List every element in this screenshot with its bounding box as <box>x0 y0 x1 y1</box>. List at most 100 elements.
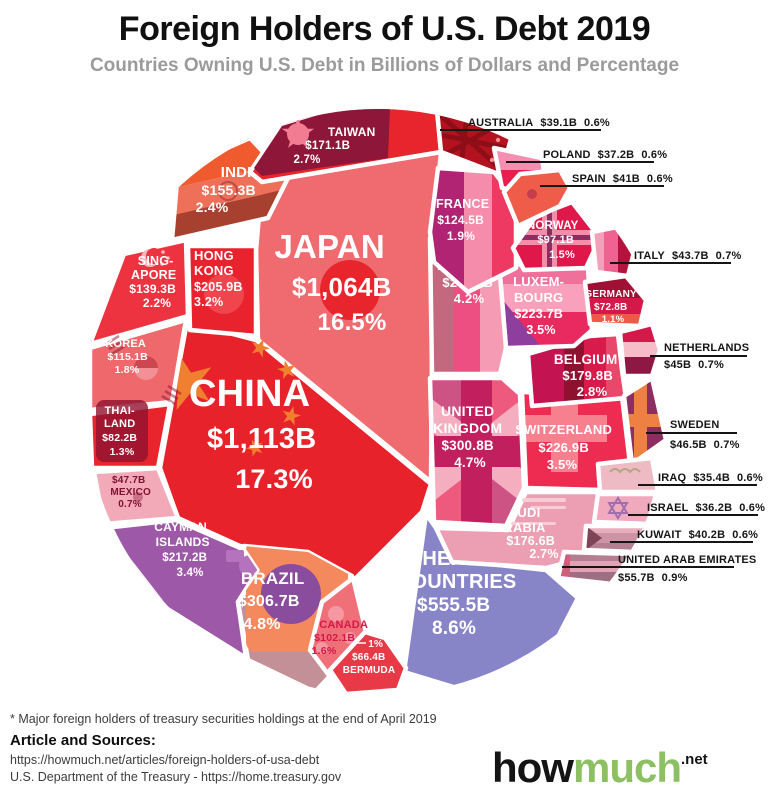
callout-spain: SPAIN $41B 0.6% <box>540 173 673 187</box>
spain-name: SPAIN <box>572 173 606 185</box>
sweden-region <box>621 375 669 467</box>
sweden-pct: 0.7% <box>714 439 740 451</box>
cell-hong-kong: HONG KONG $205.9B 3.2% <box>185 243 259 339</box>
spain-pct: 0.6% <box>647 173 673 185</box>
hong-kong-name-2: KONG <box>194 263 234 278</box>
iraq-pct: 0.6% <box>737 472 763 484</box>
italy-name: ITALY <box>634 250 665 262</box>
uk-value: $300.8B <box>441 438 493 453</box>
france-pct: 1.9% <box>447 229 475 243</box>
taiwan-sun-icon <box>281 117 315 148</box>
saudi-value: $176.6B <box>506 534 555 548</box>
cell-china: CHINA $1,113B 17.3% <box>152 319 434 585</box>
uae-callout-name: UNITED ARAB EMIRATES <box>618 554 756 566</box>
cell-singapore: SING- APORE $139.3B 2.2% <box>87 237 191 347</box>
howmuch-logo: howmuch.net <box>492 744 708 792</box>
thailand-label: THAI- LAND $82.2B 1.3% <box>102 401 142 458</box>
france-value: $124.5B <box>437 213 484 227</box>
switzerland-pct: 3.5% <box>547 457 578 472</box>
korea-value: $115.1B <box>107 351 148 363</box>
cayman-islands-label: CAYMAN ISLANDS $217.2B 3.4% <box>154 518 214 579</box>
cell-united-kingdom: UNITED KINGDOM $300.8B 4.7% <box>427 375 527 529</box>
singapore-value: $139.3B <box>129 282 176 296</box>
header: Foreign Holders of U.S. Debt 2019 Countr… <box>0 0 769 77</box>
iraq-value: $35.4B <box>693 472 730 484</box>
mexico-value: $47.7B <box>112 475 145 486</box>
iraq-script-icon <box>609 468 641 474</box>
callout-israel: ISRAEL $36.2B 0.6% <box>628 502 765 516</box>
germany-pct: 1.1% <box>602 314 625 325</box>
cayman-pct: 3.4% <box>176 567 203 579</box>
uk-pct: 4.7% <box>454 455 486 470</box>
kuwait-value: $40.2B <box>689 529 726 541</box>
taiwan-name: TAIWAN <box>328 125 376 139</box>
iraq-name: IRAQ <box>658 472 687 484</box>
sweden-name: SWEDEN <box>670 419 719 431</box>
thailand-name-2: LAND <box>104 418 135 430</box>
mexico-pct: 0.7% <box>118 499 142 510</box>
cell-sweden <box>621 375 669 467</box>
taiwan-pct: 2.7% <box>293 154 320 166</box>
japan-name: JAPAN <box>274 228 384 265</box>
switzerland-value: $226.9B <box>538 440 589 455</box>
cell-belgium: BELGIUM $179.8B 2.8% <box>525 331 629 409</box>
cell-germany: GERMANY $72.8B 1.1% <box>582 273 649 329</box>
luxembourg-value: $223.7B <box>514 307 563 321</box>
cell-netherlands <box>617 321 663 379</box>
australia-name: AUSTRALIA <box>468 117 533 129</box>
luxembourg-label: LUXEM- BOURG $223.7B 3.5% <box>513 273 569 337</box>
hong-kong-name-1: HONG <box>194 248 234 263</box>
germany-name: GERMANY <box>584 289 637 300</box>
sources-heading: Article and Sources: <box>10 732 156 749</box>
brazil-label: BRAZIL $306.7B 4.8% <box>238 569 309 633</box>
callout-sweden: SWEDEN $46.5B 0.7% <box>646 419 740 451</box>
cell-korea: KOREA $115.1B 1.8% <box>87 317 189 413</box>
switzerland-label: SWITZERLAND $226.9B 3.5% <box>515 421 616 472</box>
belgium-name: BELGIUM <box>554 352 618 367</box>
cayman-name-1: CAYMAN <box>154 520 207 534</box>
france-name: FRANCE <box>436 197 489 211</box>
luxembourg-name-2: BOURG <box>514 290 563 305</box>
belgium-flag-icon <box>528 334 626 406</box>
australia-pct: 0.6% <box>584 117 610 129</box>
cell-italy <box>589 223 637 279</box>
singapore-crescent-icon <box>141 248 170 267</box>
japan-flag-icon <box>320 260 380 320</box>
bermuda-value: $66.4B <box>352 652 385 663</box>
source-link-treasury: U.S. Department of the Treasury - https:… <box>10 770 342 784</box>
kuwait-flag-icon <box>584 526 646 552</box>
spain-callout-label: SPAIN $41B 0.6% <box>572 173 673 185</box>
thailand-name-1: THAI- <box>105 405 135 417</box>
bermuda-label: 1% $66.4B BERMUDA <box>343 634 396 676</box>
taiwan-flag-canton <box>254 109 390 176</box>
cell-taiwan: TAIWAN $171.1B 2.7% <box>247 109 444 185</box>
japan-pct: 16.5% <box>317 309 386 336</box>
iraq-region <box>595 455 661 495</box>
netherlands-pct: 0.7% <box>698 359 724 371</box>
kuwait-name: KUWAIT <box>637 529 682 541</box>
netherlands-callout-name: NETHERLANDS <box>664 342 749 354</box>
footnote: * Major foreign holders of treasury secu… <box>10 712 437 726</box>
germany-region <box>582 273 649 329</box>
cayman-name-2: ISLANDS <box>156 535 210 549</box>
uk-name-1: UNITED <box>441 403 494 419</box>
israel-name: ISRAEL <box>647 502 689 514</box>
canada-pct: 1.6% <box>312 645 337 657</box>
israel-value: $36.2B <box>696 502 733 514</box>
sweden-callout-value: $46.5B 0.7% <box>670 439 740 451</box>
mexico-eagle-icon <box>133 492 143 502</box>
cell-saudi-arabia: SAUDI ARABIA $176.6B 2.7% <box>433 489 603 571</box>
taiwan-label: TAIWAN $171.1B 2.7% <box>293 123 380 166</box>
callout-australia: AUSTRALIA $39.1B 0.6% <box>440 117 610 131</box>
israel-star-icon <box>607 496 629 520</box>
saudi-pct: 2.7% <box>529 547 558 561</box>
taiwan-value: $171.1B <box>305 140 350 152</box>
other-countries-name-2: COUNTRIES <box>397 571 517 593</box>
luxembourg-name-1: LUXEM- <box>513 274 564 289</box>
other-countries-value: $555.5B <box>417 595 490 616</box>
ireland-pct: 4.2% <box>454 291 485 306</box>
singapore-name-2: APORE <box>131 268 176 282</box>
uae-value: $55.7B <box>618 572 655 584</box>
australia-callout-label: AUSTRALIA $39.1B 0.6% <box>468 117 610 129</box>
